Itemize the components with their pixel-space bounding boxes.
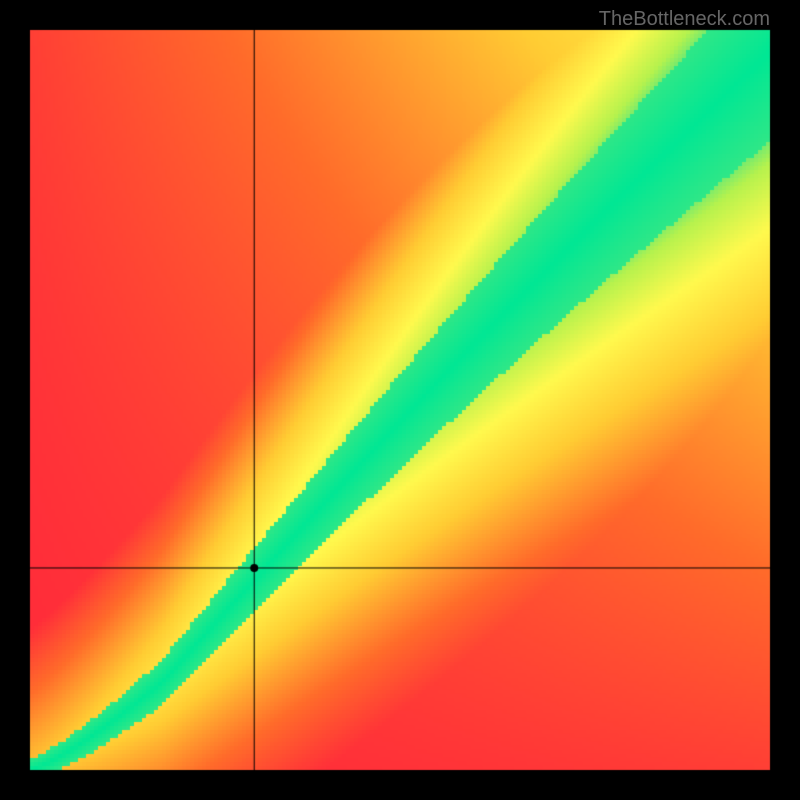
watermark-text: TheBottleneck.com — [599, 8, 770, 31]
heatmap-canvas — [0, 0, 800, 800]
bottleneck-heatmap-container: TheBottleneck.com — [0, 0, 800, 800]
